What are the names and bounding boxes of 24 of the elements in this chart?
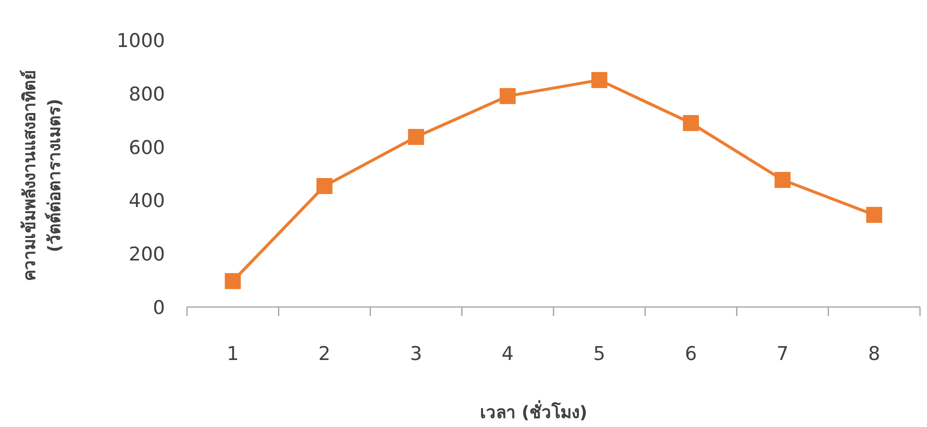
x-tick-label: 3 [410,343,422,365]
point [591,72,608,88]
y-tick-label: 400 [128,190,165,212]
x-tick-label: 1 [226,343,239,365]
point [316,178,332,194]
x-tick-label: 2 [318,343,330,365]
y-tick-label: 800 [128,83,165,106]
x-tick-label: 5 [593,343,606,365]
x-tick-label: 7 [776,343,789,365]
y-tick-label: 600 [128,136,165,159]
x-tick-label: 6 [684,343,697,365]
y-tick-label: 200 [128,244,165,266]
y-axis-title: ความเข้มพลังงานแสงอาทิตย์ (วัตต์ต่อตารางเมตร) [19,70,65,281]
point [866,206,882,223]
y-tick-label: 0 [152,297,165,319]
point [774,172,791,188]
point [682,115,699,132]
point [408,128,424,145]
x-tick-label: 4 [502,343,514,365]
x-axis-title: เวลา (ชั่วโมง) [480,400,588,423]
point [224,273,241,290]
point [500,88,516,104]
x-tick-label: 8 [868,343,880,365]
y-tick-label: 1000 [116,30,165,52]
